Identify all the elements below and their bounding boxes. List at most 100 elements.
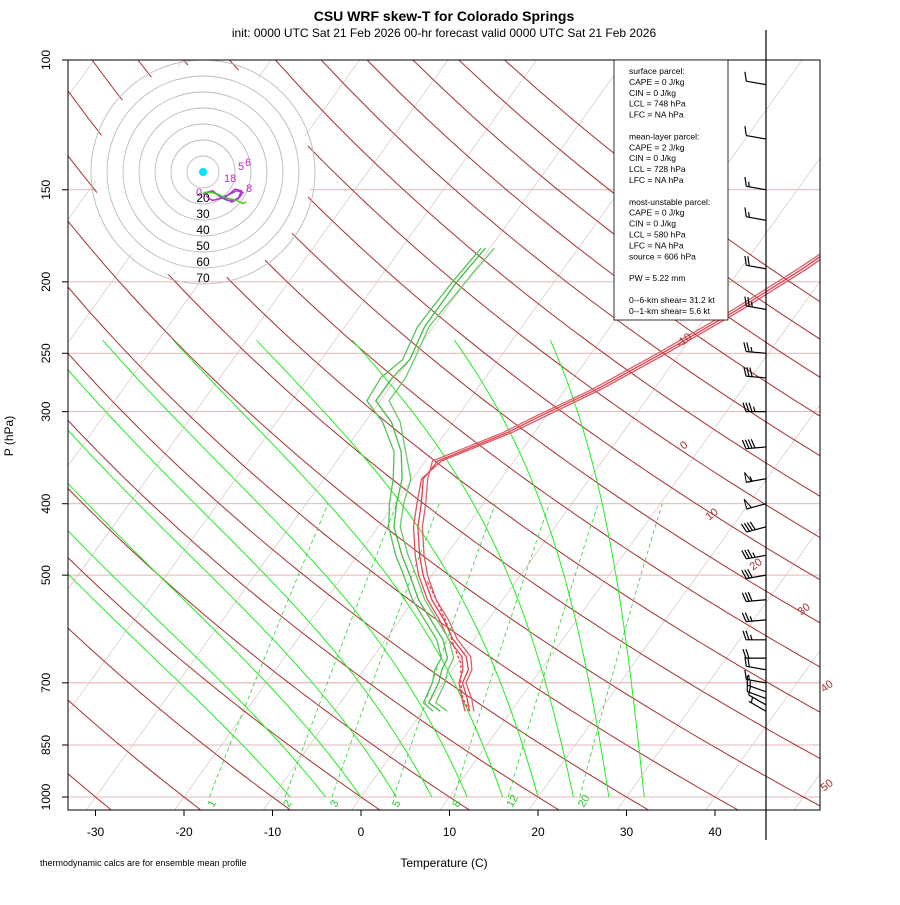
stats-line	[629, 262, 631, 272]
stats-line: CAPE = 0 J/kg	[629, 208, 685, 218]
y-tick-label: 500	[39, 565, 53, 585]
moist-adiabat	[454, 340, 608, 797]
moist-adiabat	[103, 340, 468, 797]
wind-barb	[745, 126, 766, 139]
mixing-ratio-label: 12	[504, 793, 521, 810]
hodograph-height-label: 6	[245, 157, 251, 169]
footnote: thermodynamic calcs are for ensemble mea…	[40, 858, 247, 868]
hodograph-ring-label: 70	[196, 271, 210, 285]
stats-line: PW = 5.22 mm	[629, 273, 685, 283]
wind-barb	[742, 439, 766, 448]
x-tick-label: 20	[531, 825, 545, 839]
wind-barb	[743, 403, 766, 412]
wind-barb	[742, 592, 766, 601]
x-tick-label: 40	[708, 825, 722, 839]
x-axis-label: Temperature (C)	[400, 856, 487, 870]
y-tick-label: 700	[39, 673, 53, 693]
dry-adiabat-label: 30	[796, 601, 813, 618]
stats-line: surface parcel:	[629, 66, 685, 76]
mixing-ratio-label: 8	[450, 798, 463, 809]
mixing-ratio-line	[209, 504, 328, 797]
wind-barb	[745, 670, 766, 683]
stats-line: CIN = 0 J/kg	[629, 219, 676, 229]
wind-barb	[743, 631, 766, 640]
mixing-ratio-label: 20	[576, 793, 593, 810]
mixing-ratio-label: 2	[281, 798, 294, 809]
hodograph-storm-motion	[199, 168, 207, 176]
isotherm-line	[704, 60, 900, 813]
dry-adiabat-label: 50	[819, 777, 836, 794]
dry-adiabat	[321, 60, 900, 813]
stats-line: most-unstable parcel:	[629, 197, 710, 207]
hodograph-ring-label: 50	[196, 239, 210, 253]
y-tick-label: 250	[39, 343, 53, 363]
dry-adiabat-label: 40	[819, 678, 836, 695]
stats-line	[629, 284, 631, 294]
hodograph-ring-label: 30	[196, 207, 210, 221]
dry-adiabat	[230, 60, 900, 813]
hodograph-height-label: 5	[238, 161, 244, 173]
stats-line: LFC = NA hPa	[629, 240, 684, 250]
dry-adiabat-label: 10	[704, 506, 721, 523]
stats-line: source = 606 hPa	[629, 251, 696, 261]
y-tick-label: 300	[39, 401, 53, 421]
x-tick-label: -10	[264, 825, 282, 839]
mixing-ratio-label: 1	[206, 798, 219, 809]
stats-line	[629, 121, 631, 131]
y-tick-label: 850	[39, 735, 53, 755]
hodograph-height-label: 18	[224, 173, 236, 185]
wind-barb	[745, 207, 766, 220]
hodograph-height-label: 0	[196, 187, 202, 199]
wind-barb	[741, 522, 766, 532]
x-tick-label: -30	[87, 825, 105, 839]
x-tick-label: 0	[358, 825, 365, 839]
y-axis-label: P (hPa)	[2, 416, 16, 456]
wind-barb	[745, 472, 766, 482]
y-tick-label: 150	[39, 179, 53, 199]
mixing-ratio-label: 5	[390, 798, 403, 809]
mixing-ratio-line	[580, 504, 663, 797]
stats-line: mean-layer parcel:	[629, 131, 699, 141]
chart-title: CSU WRF skew-T for Colorado Springs	[314, 8, 575, 24]
wind-barb	[742, 613, 766, 622]
dewpoint-profile	[389, 248, 494, 711]
wind-barb	[745, 177, 766, 190]
stats-line: LCL = 748 hPa	[629, 99, 686, 109]
stats-line: 0--1-km shear= 5.6 kt	[629, 306, 711, 316]
moist-adiabat	[173, 340, 502, 797]
wind-barb-column	[741, 30, 766, 840]
stats-line: LCL = 728 hPa	[629, 164, 686, 174]
x-tick-label: 10	[443, 825, 457, 839]
dry-adiabat-label: 0	[678, 439, 690, 452]
mixing-ratio-line	[454, 504, 549, 797]
y-tick-label: 100	[39, 50, 53, 70]
isotherm-line	[792, 60, 900, 813]
wind-barb	[744, 342, 766, 353]
stats-line: CIN = 0 J/kg	[629, 88, 676, 98]
chart-subtitle: init: 0000 UTC Sat 21 Feb 2026 00-hr for…	[232, 26, 657, 40]
hodograph-height-label: 8	[246, 183, 252, 195]
wind-barb	[745, 72, 766, 85]
y-tick-label: 200	[39, 272, 53, 292]
wind-barb	[742, 549, 766, 558]
stats-line: LFC = NA hPa	[629, 175, 684, 185]
hodograph-ring-label: 60	[196, 255, 210, 269]
hodograph-ring-label: 40	[196, 223, 210, 237]
y-tick-label: 400	[39, 493, 53, 513]
stats-line: CAPE = 2 J/kg	[629, 142, 685, 152]
stats-line: LFC = NA hPa	[629, 110, 684, 120]
stats-line	[629, 186, 631, 196]
x-tick-label: 30	[620, 825, 634, 839]
x-tick-label: -20	[175, 825, 193, 839]
wind-barb	[743, 649, 766, 658]
moist-adiabat	[0, 340, 396, 797]
stats-line: CIN = 0 J/kg	[629, 153, 676, 163]
y-tick-label: 1000	[39, 783, 53, 810]
stats-line: LCL = 580 hPa	[629, 229, 686, 239]
stats-line: 0--6-km shear= 31.2 kt	[629, 295, 715, 305]
mixing-ratio-label: 3	[328, 798, 341, 809]
